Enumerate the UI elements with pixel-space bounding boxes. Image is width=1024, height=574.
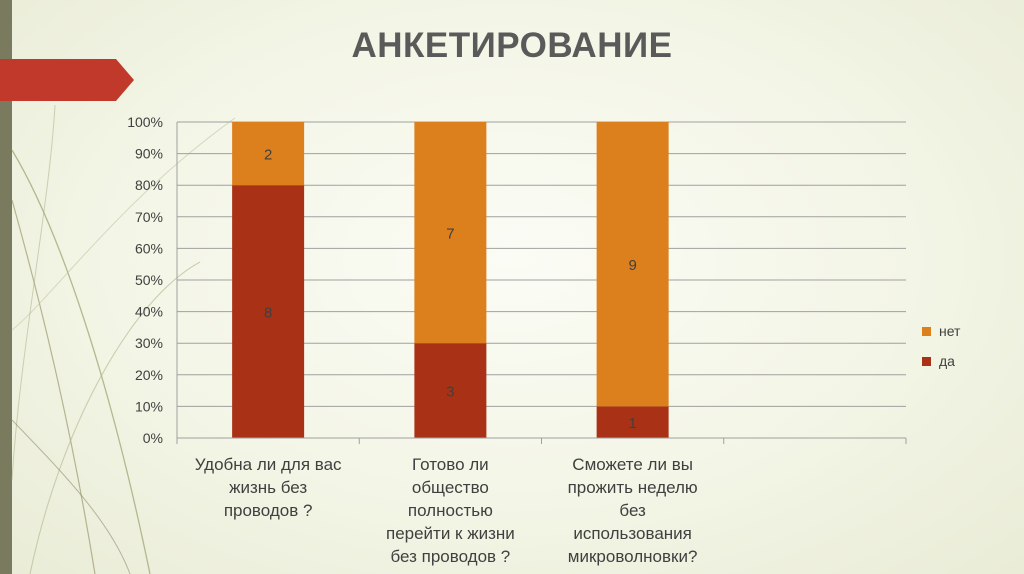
- slide-title: АНКЕТИРОВАНИЕ: [351, 26, 673, 65]
- category-label: микроволновки?: [568, 547, 698, 566]
- category-label: Удобна ли для вас: [195, 455, 342, 474]
- left-accent-strip: [0, 0, 12, 574]
- bar-segment-da: [414, 343, 487, 438]
- y-tick-label: 0%: [143, 430, 163, 446]
- category-label: без: [619, 501, 646, 520]
- data-label: 1: [628, 415, 636, 432]
- category-label: проводов ?: [224, 501, 313, 520]
- legend-swatch-net: [922, 326, 931, 336]
- legend-label-da: да: [939, 353, 955, 369]
- data-label: 8: [264, 305, 272, 322]
- chart-legend: нет да: [922, 316, 960, 376]
- category-label: перейти к жизни: [386, 524, 515, 543]
- category-label: без проводов ?: [390, 547, 510, 566]
- y-tick-label: 30%: [135, 335, 163, 351]
- bar-segment-net: [596, 122, 669, 407]
- legend-item-da: да: [922, 346, 960, 376]
- legend-item-net: нет: [922, 316, 960, 346]
- y-tick-label: 80%: [135, 177, 163, 193]
- category-label: полностью: [408, 501, 493, 520]
- category-label: жизнь без: [229, 478, 307, 497]
- category-label: Готово ли: [412, 455, 489, 474]
- y-tick-label: 70%: [135, 209, 163, 225]
- data-label: 2: [264, 147, 272, 164]
- category-label: использования: [573, 524, 692, 543]
- y-tick-label: 100%: [127, 114, 163, 130]
- y-tick-label: 50%: [135, 272, 163, 288]
- y-tick-label: 40%: [135, 304, 163, 320]
- y-tick-label: 10%: [135, 398, 163, 414]
- legend-label-net: нет: [939, 323, 961, 339]
- category-label: общество: [412, 478, 489, 497]
- category-label: Сможете ли вы: [572, 455, 693, 474]
- decorative-lines: [11, 104, 236, 574]
- category-label: прожить неделю: [568, 478, 698, 497]
- data-label: 7: [446, 226, 454, 243]
- legend-swatch-da: [922, 356, 931, 366]
- data-label: 3: [446, 384, 454, 401]
- y-tick-label: 60%: [135, 240, 163, 256]
- bar-segment-da: [596, 406, 669, 438]
- y-tick-label: 90%: [135, 146, 163, 162]
- bar-segment-da: [232, 185, 305, 438]
- bar-segment-net: [414, 122, 487, 344]
- data-label: 9: [628, 257, 636, 274]
- bar-segment-net: [232, 122, 305, 186]
- y-tick-label: 20%: [135, 367, 163, 383]
- title-banner-arrow: [0, 59, 134, 101]
